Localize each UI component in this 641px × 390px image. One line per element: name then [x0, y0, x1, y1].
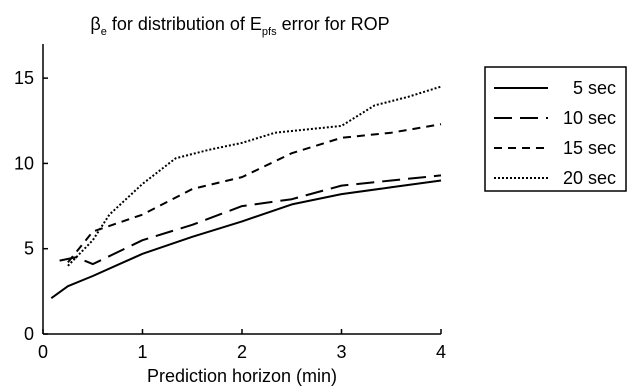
y-tick-label: 10 [14, 153, 34, 173]
y-tick-label: 15 [14, 68, 34, 88]
x-axis-label: Prediction horizon (min) [147, 366, 337, 386]
x-tick-label: 2 [237, 342, 247, 362]
legend-label-2: 10 sec [563, 108, 616, 128]
y-axis-ticks: 0 5 10 15 [14, 68, 48, 344]
legend: 5 sec 10 sec 15 sec 20 sec [484, 66, 627, 192]
legend-label-4: 20 sec [563, 168, 616, 188]
title-middle-text: for distribution of [107, 14, 250, 34]
x-tick-label: 1 [137, 342, 147, 362]
title-e-subscript: pfs [262, 26, 277, 38]
x-tick-label: 0 [38, 342, 48, 362]
legend-items: 5 sec 10 sec 15 sec 20 sec [494, 78, 616, 188]
legend-label-1: 5 sec [573, 78, 616, 98]
series-lines [50, 85, 442, 300]
series-line-1 [50, 179, 442, 300]
y-tick-label: 5 [24, 239, 34, 259]
legend-label-3: 15 sec [563, 138, 616, 158]
series-line-3 [67, 123, 442, 264]
x-tick-label: 3 [336, 342, 346, 362]
y-tick-label: 0 [24, 324, 34, 344]
title-end-text: error for ROP [277, 14, 390, 34]
series-line-2 [59, 174, 442, 266]
x-axis-ticks: 0 1 2 3 4 [38, 329, 446, 362]
title-beta-subscript: e [101, 26, 107, 38]
title-e-symbol: E [250, 14, 262, 34]
x-tick-label: 4 [436, 342, 446, 362]
title-beta: β [90, 14, 100, 34]
plot-area: 0 1 2 3 4 0 5 10 15 [14, 44, 446, 362]
chart-title: βe for distribution of Epfs error for RO… [90, 14, 389, 38]
series-line-4 [67, 85, 442, 267]
